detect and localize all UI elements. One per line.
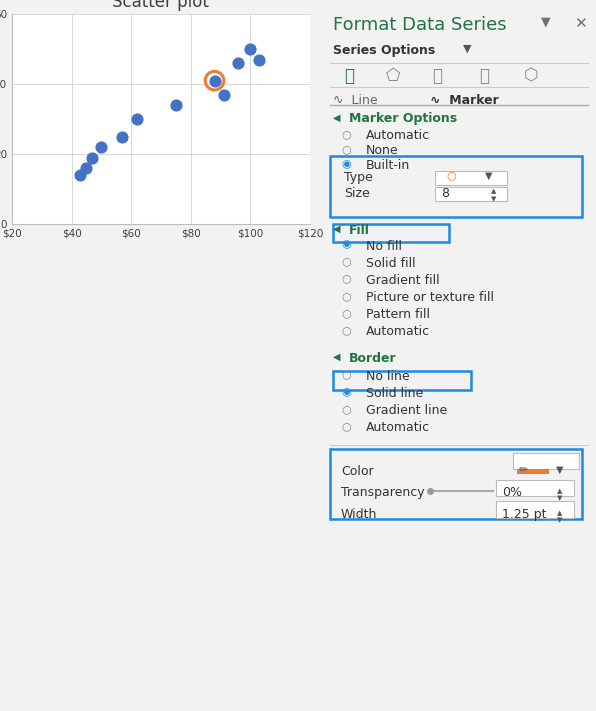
Text: Transparency: Transparency (341, 486, 425, 499)
Point (132, 113, 142, 125)
Text: 0%: 0% (502, 486, 522, 499)
Text: ○: ○ (341, 308, 351, 318)
Text: Type: Type (344, 171, 372, 183)
Text: Picture or texture fill: Picture or texture fill (366, 291, 494, 304)
Text: ◉: ◉ (341, 159, 351, 169)
Text: Automatic: Automatic (366, 325, 430, 338)
Text: ○: ○ (341, 144, 351, 154)
Text: ▲: ▲ (557, 488, 563, 494)
Text: Format Data Series: Format Data Series (333, 16, 507, 33)
Text: ✕: ✕ (574, 16, 586, 31)
Text: ○: ○ (341, 325, 351, 335)
Text: 🖼: 🖼 (480, 67, 489, 85)
Text: 1.25 pt: 1.25 pt (502, 508, 547, 520)
Text: ◉: ◉ (341, 387, 351, 397)
Text: ▼: ▼ (463, 44, 471, 54)
Text: No line: No line (366, 370, 409, 383)
Point (117, 131, 127, 142)
Text: ◀: ◀ (333, 352, 340, 362)
Text: ○: ○ (446, 171, 456, 181)
FancyBboxPatch shape (496, 501, 574, 518)
Text: ▼: ▼ (485, 171, 493, 181)
Text: ▲: ▲ (491, 188, 496, 193)
Text: ◀: ◀ (333, 112, 340, 122)
Text: Automatic: Automatic (366, 421, 430, 434)
Point (210, 75, 219, 86)
FancyBboxPatch shape (435, 187, 507, 201)
Text: ○: ○ (341, 129, 351, 139)
Text: Gradient fill: Gradient fill (366, 274, 440, 287)
Point (254, 54, 264, 65)
Text: ▼: ▼ (557, 517, 563, 523)
Text: ◀: ◀ (333, 224, 340, 234)
Point (76, 169, 85, 181)
Text: Width: Width (341, 508, 377, 520)
Text: Fill: Fill (349, 224, 370, 237)
Text: ○: ○ (341, 370, 351, 380)
Text: ▼: ▼ (557, 496, 563, 501)
Text: None: None (366, 144, 399, 157)
Text: ▼: ▼ (541, 16, 550, 28)
Text: Color: Color (341, 465, 374, 478)
FancyBboxPatch shape (517, 469, 549, 474)
FancyBboxPatch shape (496, 480, 574, 496)
Text: Solid line: Solid line (366, 387, 423, 400)
Text: Pattern fill: Pattern fill (366, 308, 430, 321)
FancyBboxPatch shape (513, 453, 579, 469)
Text: ⬡: ⬡ (524, 67, 538, 85)
Point (82, 162, 91, 173)
Text: ○: ○ (341, 291, 351, 301)
Text: No fill: No fill (366, 240, 402, 252)
Point (234, 58, 243, 69)
Text: ∿  Marker: ∿ Marker (430, 94, 498, 107)
Text: ⬠: ⬠ (386, 67, 400, 85)
Text: ✏: ✏ (519, 465, 528, 475)
Point (97, 141, 106, 153)
Text: ▼: ▼ (556, 465, 563, 475)
Text: ○: ○ (341, 421, 351, 431)
Text: ○: ○ (341, 274, 351, 284)
Text: ○: ○ (341, 404, 351, 414)
Text: Marker Options: Marker Options (349, 112, 458, 125)
Text: Solid fill: Solid fill (366, 257, 415, 269)
Text: Size: Size (344, 187, 370, 200)
Text: Built-in: Built-in (366, 159, 410, 172)
Text: ○: ○ (341, 257, 351, 267)
Text: ▼: ▼ (491, 196, 496, 202)
Text: ▲: ▲ (557, 510, 563, 515)
Point (88, 152, 97, 164)
Point (246, 43, 255, 55)
Text: 🪣: 🪣 (344, 67, 354, 85)
Point (171, 100, 181, 111)
Text: Gradient line: Gradient line (366, 404, 447, 417)
Title: Scatter plot: Scatter plot (113, 0, 209, 11)
Text: 8: 8 (441, 187, 449, 200)
Text: Border: Border (349, 352, 397, 365)
Text: Series Options: Series Options (333, 44, 435, 57)
Point (210, 75, 219, 86)
Text: Automatic: Automatic (366, 129, 430, 142)
FancyBboxPatch shape (435, 171, 507, 185)
Text: ◉: ◉ (341, 240, 351, 250)
Point (219, 89, 228, 100)
Text: ∿  Line: ∿ Line (333, 94, 377, 107)
Text: 📊: 📊 (433, 67, 442, 85)
